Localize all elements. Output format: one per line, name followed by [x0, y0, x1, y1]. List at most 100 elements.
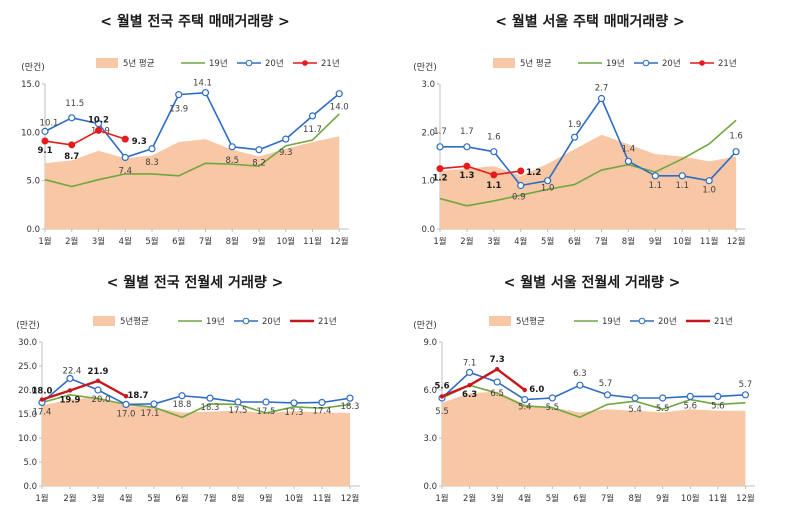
data-point [463, 162, 471, 170]
y-tick-label: 10.0 [21, 128, 40, 138]
y-tick-label: 0.0 [23, 482, 37, 492]
data-label: 14.1 [193, 79, 212, 89]
x-tick-label: 8월 [231, 493, 244, 504]
series-line-19년 [441, 384, 746, 419]
series-line-20년 [44, 91, 340, 159]
x-tick-label: 4월 [119, 236, 132, 247]
data-point [732, 148, 740, 156]
area-5yr-avg [42, 396, 350, 486]
data-point [335, 90, 343, 98]
x-tick-label: 6월 [568, 236, 581, 247]
data-label: 7.4 [118, 166, 132, 176]
x-tick-label: 5월 [546, 493, 559, 504]
legend-label: 21년 [318, 316, 337, 327]
data-label: 18.7 [128, 391, 149, 401]
data-label: 1.0 [702, 186, 716, 196]
series-20년: 17.4 22.4 20.0 17.0 17.1 18.8 18.3 17.5 17.5 17.3… [33, 366, 360, 419]
x-tick-label: 1월 [38, 236, 51, 247]
data-label: 17.5 [229, 406, 248, 416]
data-point [570, 133, 579, 141]
legend-label: 5년평균 [516, 316, 545, 327]
legend-label: 20년 [658, 316, 677, 327]
legend-marker [699, 60, 705, 66]
data-label: 1.1 [486, 181, 501, 191]
data-label: 1.4 [622, 144, 636, 154]
legend-marker [242, 317, 250, 325]
legend: 5년평균 19년 20년 21년 [93, 316, 337, 327]
legend-marker [302, 60, 308, 66]
x-tick-label: 1월 [435, 493, 448, 504]
data-point [659, 394, 667, 402]
series-5년 평균 [45, 136, 340, 229]
y-tick-label: 6.0 [423, 386, 437, 396]
data-label: 20.0 [92, 395, 111, 405]
y-tick-label: 0.0 [423, 482, 437, 492]
data-point [705, 177, 713, 185]
x-tick-label: 9월 [649, 236, 662, 247]
data-label: 1.7 [433, 127, 447, 137]
data-point [603, 391, 612, 399]
data-point [346, 394, 354, 402]
y-axis-label: (만건) [413, 62, 437, 73]
data-label: 5.6 [683, 401, 697, 411]
legend-swatch [96, 58, 118, 68]
series-19년 [44, 113, 340, 188]
data-point [678, 172, 686, 180]
series-5년평균 [42, 396, 350, 486]
legend-label: 20년 [265, 58, 284, 69]
data-point [234, 398, 242, 406]
data-label: 1.6 [487, 133, 501, 143]
data-point [67, 388, 73, 393]
series-line-21년 [441, 368, 526, 398]
data-label: 1.2 [526, 168, 541, 178]
data-point [228, 143, 236, 151]
data-label: 8.2 [252, 159, 266, 169]
data-label: 1.7 [460, 127, 474, 137]
data-point [686, 392, 694, 400]
y-tick-label: 30.0 [18, 338, 37, 348]
x-tick-label: 12월 [736, 493, 755, 504]
data-point [178, 392, 186, 400]
legend-swatch [493, 58, 515, 68]
data-label: 17.4 [313, 406, 332, 416]
data-label: 10.1 [40, 118, 59, 128]
data-point [517, 181, 525, 190]
x-tick-label: 2월 [63, 493, 76, 504]
data-point [544, 177, 552, 185]
data-point [436, 165, 444, 173]
legend-label: 21년 [714, 316, 733, 327]
data-point [95, 126, 102, 134]
data-label: 6.5 [490, 389, 504, 399]
x-tick-label: 4월 [518, 493, 531, 504]
data-point [741, 391, 750, 399]
data-label: 18.0 [32, 387, 53, 397]
x-tick-label: 7월 [595, 236, 608, 247]
data-label: 1.0 [541, 184, 555, 194]
data-point [94, 386, 102, 394]
legend-swatch [489, 316, 511, 326]
data-point [148, 145, 156, 153]
y-tick-label: 3.0 [423, 434, 437, 444]
data-label: 5.6 [711, 401, 725, 411]
series-line-21년 [41, 379, 127, 401]
data-point [465, 368, 474, 376]
data-point [201, 89, 210, 97]
data-point [206, 394, 214, 402]
legend: 5년평균 19년 20년 21년 [489, 316, 733, 327]
series-line-20년 [41, 377, 351, 406]
data-label: 17.5 [257, 407, 276, 417]
y-tick-label: 0.0 [421, 225, 435, 235]
data-label: 18.8 [173, 400, 192, 410]
x-tick-label: 10월 [285, 493, 304, 504]
series-20년: 10.111.510.97.48.313.914.18.58.29.311.71… [40, 79, 349, 177]
data-point [490, 171, 498, 179]
legend-label: 19년 [206, 316, 225, 327]
data-point [262, 398, 270, 406]
series-20년: 1.7 1.7 1.6 0.9 1.0 1.9 2.7 1.4 1.1 1.1 1.0 1.6 [433, 84, 743, 203]
series-19년 [439, 119, 737, 207]
series-21년: 1.2 1.3 1.1 1.2 [432, 162, 541, 191]
x-tick-label: 11월 [313, 493, 332, 504]
data-point [631, 394, 639, 402]
data-point [651, 172, 659, 180]
